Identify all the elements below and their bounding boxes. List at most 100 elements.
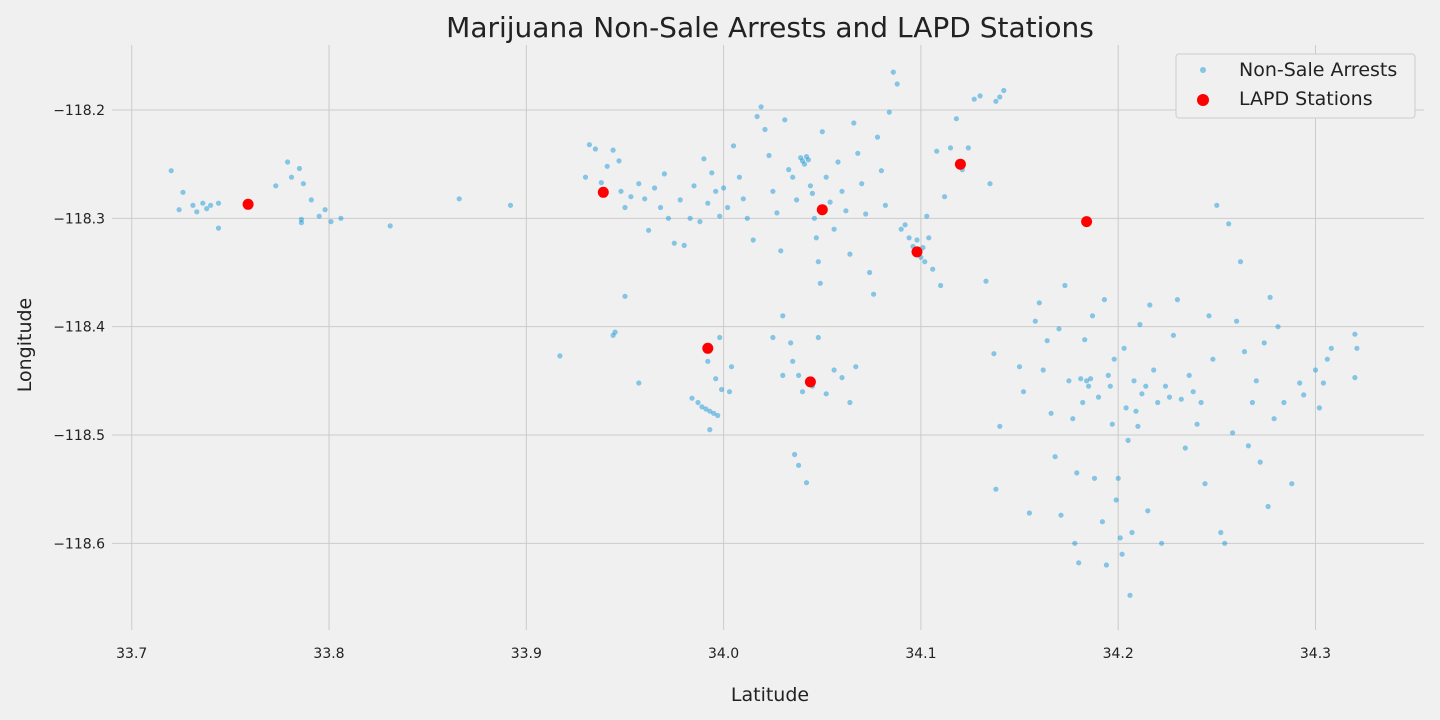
arrest-point [894,81,900,87]
arrest-point [715,412,721,419]
arrest-point [947,145,954,151]
arrest-point [646,227,652,233]
arrest-point [322,207,328,213]
arrest-point [839,188,845,194]
station-point [816,204,828,216]
legend-label-non-sale-arrests: Non-Sale Arrests [1239,59,1397,81]
arrest-point [930,266,936,272]
arrest-point [610,147,616,153]
arrest-point [1226,221,1232,227]
arrest-point [681,242,687,248]
arrest-point [847,251,853,257]
arrest-point [766,152,772,159]
arrest-point [296,165,302,172]
arrest-point [1040,367,1046,373]
arrest-point [719,386,725,393]
station-point [702,342,714,354]
arrest-point [1016,364,1023,370]
arrest-point [882,202,889,208]
arrest-point [898,226,904,232]
arrest-point [914,237,920,243]
arrest-point [847,399,853,406]
arrest-point [792,451,798,458]
arrest-point [770,188,776,194]
arrest-point [204,206,210,212]
grid [112,45,1424,630]
arrest-point [1044,338,1050,344]
arrest-point [592,146,599,152]
legend-marker-lapd-stations [1197,94,1209,106]
arrest-point [1058,512,1064,518]
arrest-point [713,188,719,194]
arrest-point [817,280,823,286]
arrest-point [871,291,877,297]
arrest-point [1354,345,1360,351]
arrest-point [507,202,514,208]
arrest-point [652,185,658,191]
arrest-point [1107,383,1113,389]
arrest-point [794,197,800,203]
arrest-point [1076,560,1082,566]
arrest-point [1137,321,1143,328]
arrest-point [1089,313,1096,319]
arrest-point [823,391,829,397]
arrest-point [843,208,849,214]
arrest-point [677,197,683,203]
arrest-point [316,213,322,219]
arrest-point [273,183,279,189]
legend: Non-Sale Arrests LAPD Stations [1175,53,1416,119]
arrest-point [1147,302,1153,308]
arrest-point [1111,356,1117,362]
arrest-point [1194,421,1200,427]
arrest-point [730,143,737,149]
arrest-point [298,216,304,222]
arrest-point [288,174,295,180]
arrest-point [1297,380,1303,386]
arrest-point [744,215,750,221]
arrest-point [604,163,610,169]
x-tick-label: 33.9 [511,646,542,662]
arrest-point [622,204,628,211]
arrest-point [168,168,174,174]
y-tick-label: −118.3 [53,211,105,227]
arrest-point [1328,345,1334,351]
arrest-point [215,200,222,206]
arrest-point [1170,332,1176,338]
arrest-point [1275,324,1281,330]
arrest-point [586,142,593,148]
station-point [954,158,966,170]
y-axis-ticks: −118.2 −118.3 −118.4 −118.5 −118.6 [53,103,105,552]
arrest-point [1237,259,1244,265]
arrest-point [786,167,792,173]
arrest-point [338,215,344,221]
arrest-point [1190,389,1196,395]
arrest-point [1052,454,1058,460]
arrest-point [780,313,786,319]
arrest-point [176,207,182,213]
arrest-point [863,211,869,217]
arrest-point [1125,437,1131,443]
arrest-point [811,215,818,221]
y-tick-label: −118.2 [53,103,105,119]
arrest-point [1218,529,1224,536]
arrest-point [740,196,746,202]
arrest-point [200,200,206,206]
arrest-point [582,174,589,180]
arrest-point [1289,481,1295,487]
arrest-point [300,181,306,187]
arrest-point [1214,202,1220,208]
arrest-point [1301,392,1307,398]
arrest-point [636,181,642,187]
x-tick-label: 34.3 [1300,646,1331,662]
arrest-point [1095,394,1102,400]
arrest-point [991,351,997,357]
arrest-point [1271,416,1277,422]
arrest-point [657,204,664,211]
arrest-point [1082,337,1088,343]
arrest-point [813,235,819,241]
arrest-point [758,104,764,110]
arrest-point [671,240,677,246]
arrest-point [1245,443,1251,449]
station-point [242,198,254,210]
arrest-point [1099,519,1105,525]
